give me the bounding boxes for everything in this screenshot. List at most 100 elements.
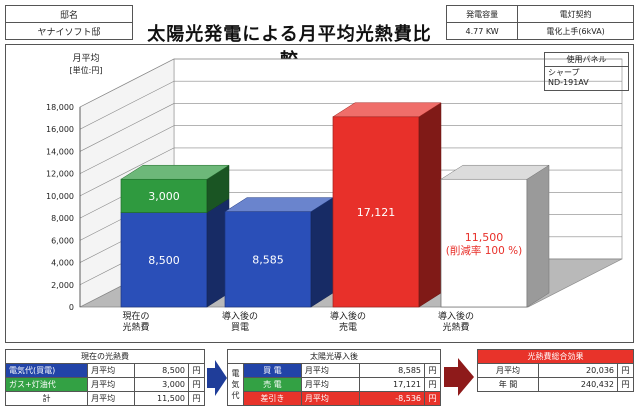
contract-label: 電灯契約 <box>517 5 634 23</box>
x-tick-label: 導入後の <box>222 310 258 322</box>
total-effect-table: 光熱費総合効果 月平均 20,036 円 年 間 240,432 円 <box>476 349 634 392</box>
current-row-value: 11,500 <box>134 391 189 406</box>
x-tick-label: 買電 <box>231 322 249 333</box>
x-tick-label: 光熱費 <box>442 321 469 333</box>
x-tick-label: 光熱費 <box>122 321 149 333</box>
current-row-value: 8,500 <box>134 363 189 378</box>
table-row: 計 月平均 11,500 円 <box>4 391 205 406</box>
y-tick-label: 8,000 <box>51 214 74 223</box>
y-tick-label: 16,000 <box>46 125 74 134</box>
bar-segment <box>440 178 528 308</box>
table-row: 売 電 月平均 17,121 円 <box>228 377 441 392</box>
data-label: 17,121 <box>357 206 396 219</box>
current-row-unit: 円 <box>188 363 205 378</box>
house-label: 邸名 <box>5 5 133 23</box>
current-header: 現在の光熱費 <box>5 349 205 364</box>
chart-frame: 月平均 [単位:円] 0 2,000 4,000 6,000 8,000 10,000 12,0… <box>5 44 634 343</box>
gridline <box>79 125 175 174</box>
x-tick-label: 導入後の <box>330 310 366 322</box>
x-tick-label: 導入後の <box>438 310 474 322</box>
x-tick-label: 現在の <box>122 310 149 322</box>
capacity-value: 4.77 KW <box>445 22 519 40</box>
contract-value: 電化上手(6kVA) <box>517 22 634 40</box>
capacity-label: 発電容量 <box>445 5 519 23</box>
panel-box: 使用パネル シャープ ND-191AV <box>544 52 629 91</box>
data-label: 8,500 <box>148 254 180 267</box>
after-side-char: 気 <box>231 380 240 389</box>
gridline <box>79 58 175 108</box>
effect-row-label: 年 間 <box>476 377 540 392</box>
after-row-period: 月平均 <box>300 377 360 392</box>
after-side-char: 代 <box>231 391 240 400</box>
y-tick-label: 10,000 <box>46 192 74 201</box>
y-tick-label: 14,000 <box>46 147 74 156</box>
current-row-unit: 円 <box>188 377 205 392</box>
after-header: 太陽光導入後 <box>227 349 441 364</box>
effect-row-value: 240,432 <box>538 377 618 392</box>
bar-top-face <box>332 102 442 118</box>
after-row-value: 8,585 <box>358 363 426 378</box>
after-row-period: 月平均 <box>300 391 360 406</box>
table-row: ガス+灯油代 月平均 3,000 円 <box>4 377 205 392</box>
chart-svg: 月平均[単位:円] 0 2,000 4,000 6,000 8,000 10,000 12,0… <box>46 52 623 333</box>
data-label: 11,500 <box>465 231 504 244</box>
bar-segment-side <box>418 102 442 308</box>
after-row-unit: 円 <box>424 363 441 378</box>
bar-segment-side <box>310 197 334 308</box>
bar-segment <box>332 116 420 308</box>
current-row-label: ガス+灯油代 <box>4 377 89 392</box>
panel-value-line2: ND-191AV <box>548 78 589 87</box>
current-row-period: 月平均 <box>87 377 136 392</box>
bar-segment <box>224 211 312 308</box>
data-label: 8,585 <box>252 253 284 266</box>
bar-top-face <box>120 164 230 180</box>
current-row-period: 月平均 <box>87 363 136 378</box>
gridline <box>79 103 175 152</box>
x-tick-label: 売電 <box>339 321 357 333</box>
y-tick-label: 2,000 <box>51 281 74 290</box>
arrow-right-icon <box>444 358 474 396</box>
effect-row-label: 月平均 <box>476 363 540 378</box>
panel-value-line1: シャープ <box>548 68 580 77</box>
current-costs-table: 現在の光熱費 電気代(買電) 月平均 8,500 円 ガス+灯油代 月平均 3,… <box>4 349 205 406</box>
after-side-char: 電 <box>231 369 240 378</box>
table-row: 月平均 20,036 円 <box>476 363 634 378</box>
table-row: 年 間 240,432 円 <box>476 377 634 392</box>
table-row: 電 気 代 買 電 月平均 8,585 円 <box>227 363 441 406</box>
arrow-right-icon <box>207 360 227 396</box>
after-row-label: 差引き <box>243 391 302 406</box>
panel-value: シャープ ND-191AV <box>544 66 629 91</box>
gridline <box>79 80 175 130</box>
y-tick-label: 4,000 <box>51 259 74 268</box>
current-row-unit: 円 <box>188 391 205 406</box>
table-row: 電気代(買電) 月平均 8,500 円 <box>4 363 205 378</box>
bar-top-face <box>440 164 550 180</box>
after-row-label: 買 電 <box>243 363 302 378</box>
gridline <box>79 147 175 197</box>
y-tick-label: 6,000 <box>51 236 74 245</box>
current-row-value: 3,000 <box>134 377 189 392</box>
house-info-box: 邸名 ヤナイソフト邸 <box>5 5 133 40</box>
effect-row-unit: 円 <box>617 363 634 378</box>
after-row-unit: 円 <box>424 391 441 406</box>
house-name: ヤナイソフト邸 <box>5 22 133 40</box>
bar-segment <box>120 212 208 308</box>
current-row-label: 電気代(買電) <box>4 363 89 378</box>
table-row: 差引き 月平均 -8,536 円 <box>228 391 441 406</box>
data-label: 3,000 <box>148 190 180 203</box>
after-row-unit: 円 <box>424 377 441 392</box>
after-row-value: 17,121 <box>358 377 426 392</box>
after-row-value: -8,536 <box>358 391 426 406</box>
capacity-box: 発電容量 電灯契約 4.77 KW 電化上手(6kVA) <box>445 5 634 40</box>
y-axis-unit-label: [単位:円] <box>70 65 103 75</box>
after-row-period: 月平均 <box>300 363 360 378</box>
bar-segment-side <box>526 164 550 308</box>
current-row-period: 月平均 <box>87 391 136 406</box>
after-install-table: 太陽光導入後 電 気 代 買 電 月平均 8,585 円 売 電 月平均 17,… <box>227 349 441 406</box>
effect-header: 光熱費総合効果 <box>477 349 634 364</box>
current-row-label: 計 <box>4 391 89 406</box>
after-row-label: 売 電 <box>243 377 302 392</box>
effect-row-value: 20,036 <box>538 363 618 378</box>
y-tick-label: 0 <box>69 303 74 312</box>
y-axis-label: 月平均 <box>72 52 99 64</box>
